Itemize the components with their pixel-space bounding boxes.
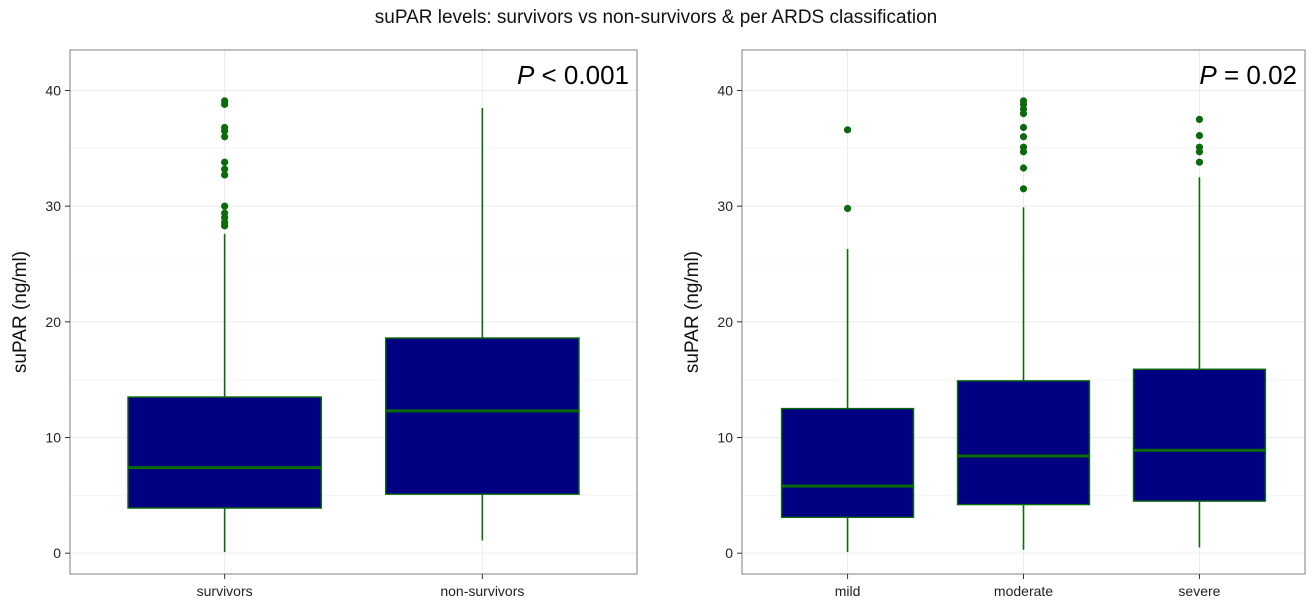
y-tick-label: 10 [717,430,733,446]
box-iqr [127,396,322,509]
outlier-point [221,171,229,179]
x-tick-label: mild [835,583,861,599]
box-iqr [1132,368,1267,502]
panel-2: 0 10 20 30 40 mild moderate severe suPAR (ng/ml)… [682,49,1306,599]
y-tick-label: 30 [717,198,733,214]
outlier-point [221,133,229,141]
y-tick-label: 20 [45,314,61,330]
outlier-point [221,123,229,132]
outlier-point [1195,158,1204,166]
y-tick-label: 20 [717,314,733,330]
y-axis-title: suPAR (ng/ml) [10,251,31,373]
outlier-point [221,158,229,166]
box-iqr [385,337,580,495]
x-tick-label: survivors [197,583,253,599]
outlier-point [1019,164,1028,172]
box-iqr [780,407,915,519]
outlier-point [1019,97,1028,105]
outlier-point [1195,143,1204,151]
outlier-point [1195,131,1204,140]
outlier-point [1195,115,1204,124]
outlier-point [221,209,229,217]
box-severe [1132,115,1267,548]
y-tick-label: 40 [717,82,733,98]
outlier-point [221,202,229,210]
x-tick-label: non-survivors [440,583,524,599]
box-iqr [956,380,1091,506]
p-value-annotation: P = 0.02 [1199,60,1297,90]
y-axis-title: suPAR (ng/ml) [682,251,703,373]
x-tick-label: severe [1178,583,1220,599]
outlier-point [221,97,229,105]
box-non-survivors [385,107,580,541]
panel-border [69,49,638,575]
y-tick-label: 0 [725,545,733,561]
y-tick-label: 0 [53,545,61,561]
outlier-point [1019,123,1028,132]
box-moderate [956,97,1091,550]
y-tick-label: 40 [45,82,61,98]
p-value-annotation: P < 0.001 [517,60,629,90]
y-tick-label: 30 [45,198,61,214]
figure-title: suPAR levels: survivors vs non-survivors… [374,7,938,28]
box-mild [780,126,915,553]
x-tick-label: moderate [994,583,1053,599]
outlier-point [843,126,852,134]
outlier-point [1019,143,1028,151]
y-tick-label: 10 [45,430,61,446]
outlier-point [1019,185,1028,193]
outlier-point [1019,133,1028,141]
panel-1: 0 10 20 30 40 survivors non-survivors suPAR (ng… [10,49,638,599]
outlier-point [843,204,852,213]
box-survivors [127,97,322,553]
outlier-point [221,165,229,173]
